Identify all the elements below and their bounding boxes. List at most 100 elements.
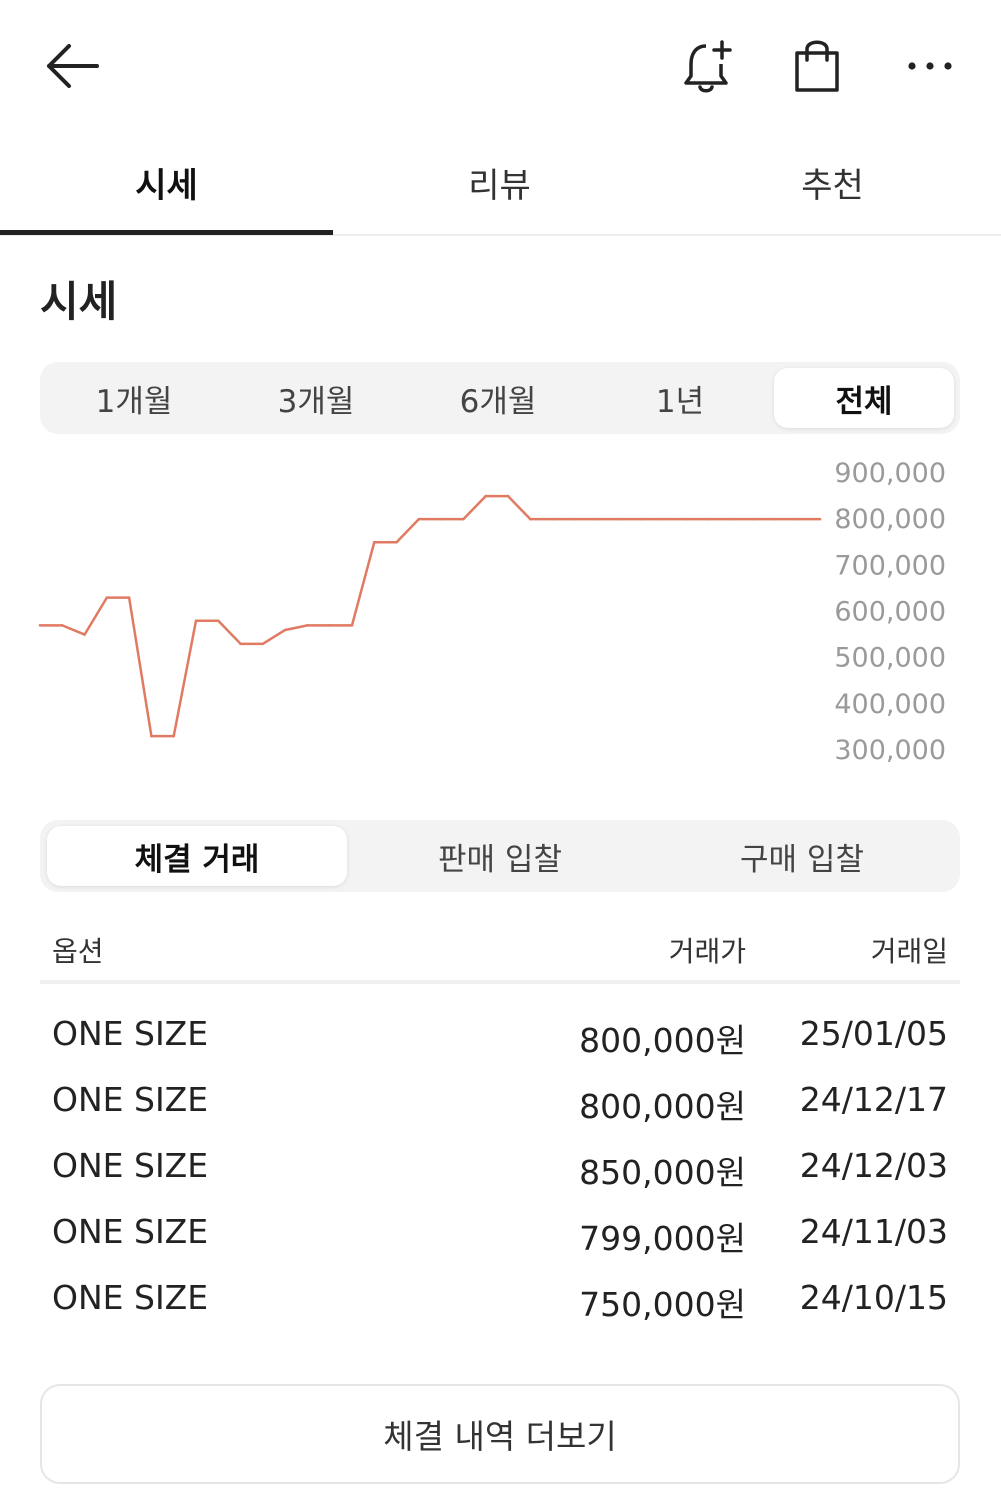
row-price: 800,000원 [579, 1087, 746, 1126]
top-bar [0, 0, 1001, 130]
price-point [306, 624, 309, 627]
row-date: 24/11/03 [799, 1212, 948, 1251]
row-option: ONE SIZE [52, 1278, 209, 1317]
price-point [261, 642, 265, 646]
shopping-bag-icon[interactable] [784, 34, 850, 98]
row-date: 24/12/17 [799, 1080, 948, 1119]
price-point [662, 517, 666, 521]
price-chart: 900,000 800,000 700,000 600,000 500,000 400,0… [38, 458, 946, 766]
y-tick-label: 700,000 [834, 550, 946, 581]
price-point [217, 619, 220, 622]
price-point [328, 624, 331, 627]
price-point [774, 517, 777, 521]
row-option: ONE SIZE [52, 1014, 209, 1053]
row-price: 800,000원 [579, 1021, 746, 1060]
period-1-year[interactable]: 1년 [655, 383, 705, 420]
price-line-segment [283, 624, 309, 632]
period-3-months[interactable]: 3개월 [277, 383, 355, 420]
tab-completed-trades[interactable]: 체결 거래 [47, 826, 347, 886]
price-point [751, 517, 755, 521]
price-point [529, 517, 532, 521]
row-option: ONE SIZE [52, 1080, 209, 1119]
price-point [573, 517, 577, 521]
row-date: 24/12/03 [799, 1146, 948, 1185]
price-line-segment [462, 494, 487, 521]
price-point [83, 633, 86, 636]
price-line-segment [83, 596, 109, 636]
row-option: ONE SIZE [52, 1212, 209, 1251]
price-point [194, 619, 198, 622]
y-tick-label: 900,000 [834, 458, 946, 489]
row-price: 750,000원 [579, 1285, 746, 1324]
view-more-trades-button[interactable]: 체결 내역 더보기 [40, 1384, 960, 1484]
table-row: ONE SIZE 750,000원 24/10/15 [40, 1266, 960, 1332]
y-tick-label: 500,000 [834, 643, 946, 674]
price-point [127, 596, 131, 599]
period-filter: 1개월 3개월 6개월 1년 전체 [40, 362, 960, 434]
row-date: 25/01/05 [799, 1014, 948, 1053]
price-line-segment [217, 619, 242, 646]
price-line-segment [172, 619, 198, 738]
tab-buy-bids[interactable]: 구매 입찰 [740, 841, 864, 878]
price-point [551, 517, 554, 521]
active-tab-indicator [0, 230, 333, 235]
price-line-segment [506, 494, 532, 521]
more-horizontal-icon[interactable] [898, 46, 962, 86]
section-title: 시세 [40, 277, 118, 326]
y-tick-label: 600,000 [834, 597, 946, 628]
row-date: 24/10/15 [799, 1278, 948, 1317]
price-point [38, 624, 42, 627]
price-line-segment [350, 541, 376, 627]
row-price: 799,000원 [579, 1219, 746, 1258]
main-tabs: 시세 리뷰 추천 [0, 130, 1001, 236]
price-point [439, 517, 443, 521]
table-row: ONE SIZE 799,000원 24/11/03 [40, 1200, 960, 1266]
period-1-month[interactable]: 1개월 [95, 383, 173, 420]
price-point [395, 541, 398, 544]
period-6-months[interactable]: 6개월 [459, 383, 537, 420]
row-price: 850,000원 [579, 1153, 746, 1192]
row-option: ONE SIZE [52, 1146, 209, 1185]
price-point [595, 517, 599, 521]
price-point [685, 517, 688, 521]
tab-price[interactable]: 시세 [135, 165, 198, 206]
header-option: 옵션 [52, 935, 104, 968]
price-line-segment [261, 628, 287, 646]
tab-reviews[interactable]: 리뷰 [468, 165, 531, 206]
table-row: ONE SIZE 800,000원 24/12/17 [40, 1068, 960, 1134]
price-line-segment [127, 596, 153, 738]
price-point [61, 624, 64, 627]
table-row: ONE SIZE 800,000원 25/01/05 [40, 1002, 960, 1068]
price-point [417, 517, 421, 521]
price-point [105, 596, 109, 599]
tab-recommend[interactable]: 추천 [801, 165, 864, 206]
arrow-left-icon[interactable] [36, 36, 106, 96]
price-point [818, 517, 822, 521]
period-all[interactable]: 전체 [774, 368, 954, 428]
bell-plus-icon[interactable] [672, 34, 740, 98]
price-point [796, 517, 799, 521]
table-row: ONE SIZE 850,000원 24/12/03 [40, 1134, 960, 1200]
tab-sell-bids[interactable]: 판매 입찰 [438, 841, 562, 878]
price-point [283, 628, 287, 632]
price-point [506, 494, 510, 498]
price-line-segment [395, 517, 421, 544]
price-point [150, 734, 153, 738]
trade-table-header: 옵션 거래가 거래일 [40, 918, 960, 984]
price-point [618, 517, 621, 521]
trade-type-tabs: 체결 거래 판매 입찰 구매 입찰 [40, 820, 960, 892]
price-point [484, 494, 487, 498]
y-tick-label: 400,000 [834, 689, 946, 720]
price-point [707, 517, 710, 521]
price-point [172, 734, 175, 738]
price-point [729, 517, 733, 521]
price-point [373, 541, 376, 544]
y-tick-label: 300,000 [834, 735, 946, 766]
price-line-segment [61, 624, 86, 636]
y-tick-label: 800,000 [834, 504, 946, 535]
price-point [640, 517, 643, 521]
price-point [239, 642, 242, 646]
price-point [462, 517, 465, 521]
header-price: 거래가 [668, 935, 746, 968]
price-point [350, 624, 354, 627]
